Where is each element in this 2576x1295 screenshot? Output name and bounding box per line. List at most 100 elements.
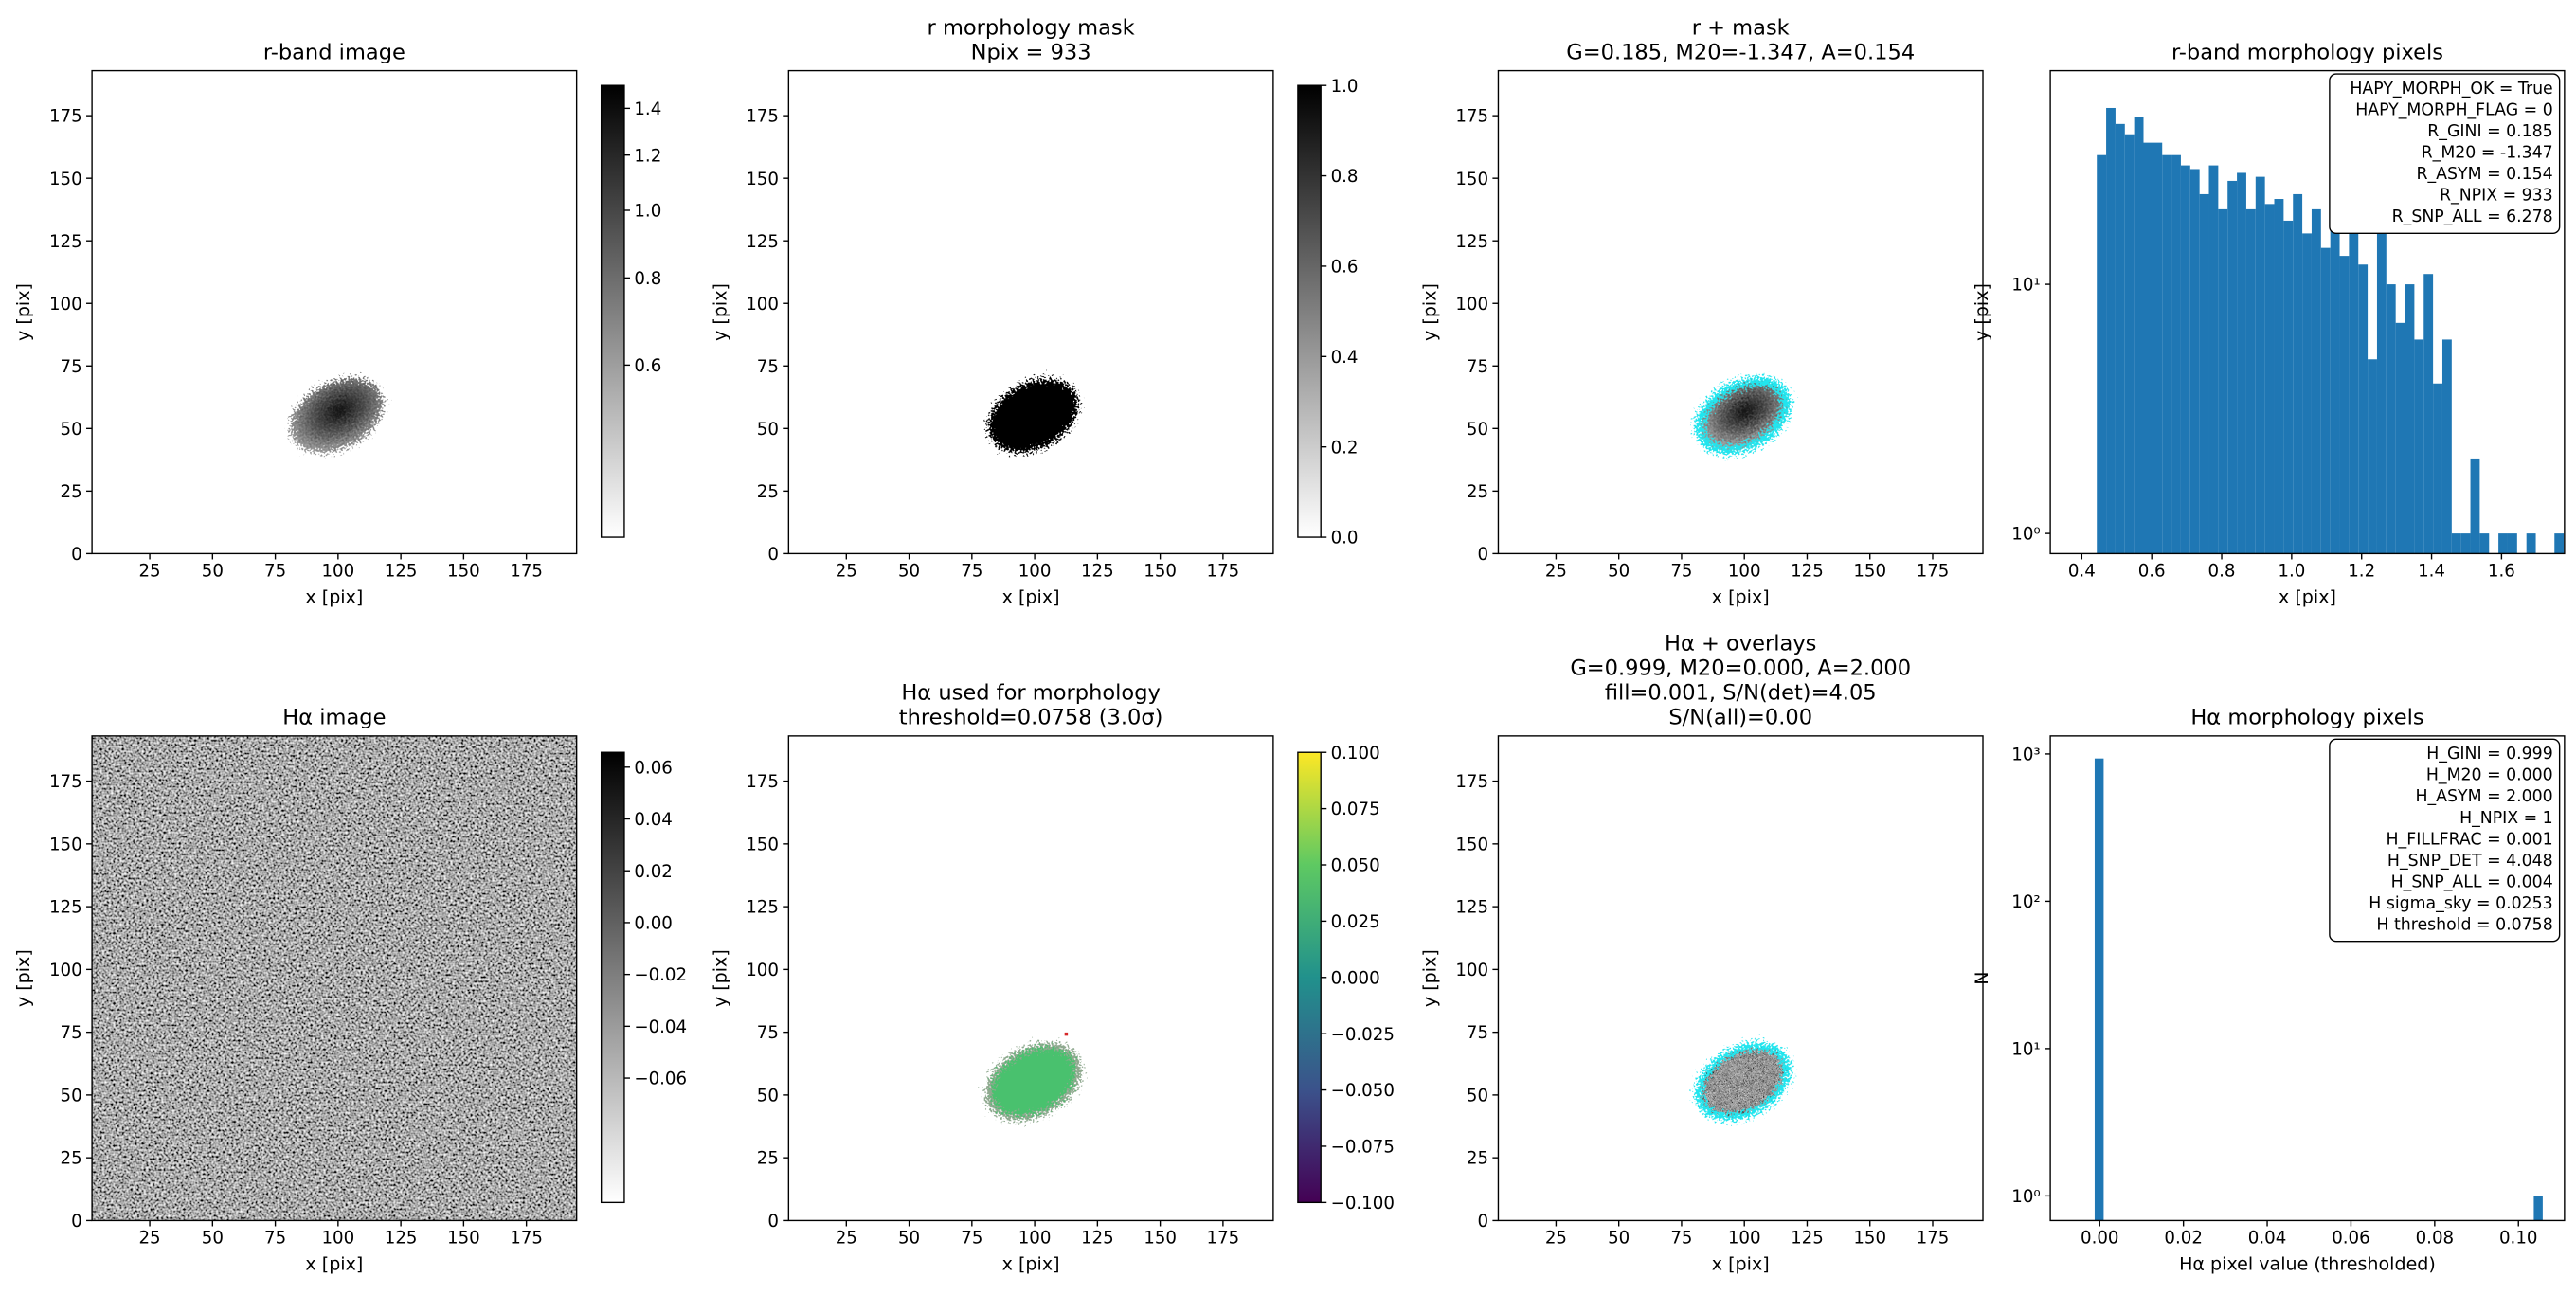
hist-bar (2526, 533, 2536, 554)
colorbar-tick-label: 1.0 (1331, 77, 1359, 97)
stats-line: H_SNP_DET = 4.048 (2387, 852, 2553, 871)
stats-line: R_SNP_ALL = 6.278 (2392, 207, 2553, 226)
hist-bar (2451, 533, 2461, 554)
x-tick-label: 0.6 (2138, 562, 2166, 582)
y-tick-label: 125 (746, 898, 779, 918)
y-tick-label: 175 (746, 107, 779, 127)
hist-bar (2423, 274, 2434, 554)
hist-bar (2283, 220, 2294, 554)
threshold-image (991, 1048, 1075, 1116)
colorbar-tick-label: 0.02 (634, 862, 673, 882)
x-tick-label: 1.6 (2488, 562, 2515, 582)
colorbar-tick-label: 0.025 (1331, 912, 1380, 932)
hist-bar (2533, 1196, 2543, 1221)
y-axis-label: y [pix] (13, 283, 34, 341)
hist-bar (2441, 339, 2452, 554)
x-tick-label: 0.04 (2248, 1229, 2286, 1249)
y-tick-label: 50 (61, 1086, 82, 1106)
x-tick-label: 50 (202, 1229, 224, 1249)
x-tick-label: 125 (1791, 562, 1824, 582)
hist-bar (2320, 247, 2331, 554)
plot-area (290, 378, 384, 453)
y-axis-label: y [pix] (710, 283, 730, 341)
x-tick-label: 0.4 (2068, 562, 2096, 582)
y-tick-label: 150 (746, 835, 779, 854)
colorbar-tick-label: 0.100 (1331, 744, 1380, 764)
y-axis-label: y [pix] (13, 949, 34, 1007)
colorbar-tick-label: 0.6 (634, 356, 661, 376)
x-tick-label: 25 (138, 1229, 160, 1249)
x-tick-label: 50 (898, 1229, 920, 1249)
y-tick-label: 175 (746, 772, 779, 792)
axes-frame (91, 735, 578, 1222)
x-axis-label: x [pix] (305, 586, 363, 607)
colorbar-tick-label: 0.2 (1331, 438, 1359, 458)
colorbar-tick-label: 0.000 (1331, 968, 1380, 988)
y-tick-label: 25 (1467, 1149, 1488, 1169)
hist-bar (2395, 322, 2405, 554)
stats-line: H_FILLFRAC = 0.001 (2387, 830, 2553, 849)
y-tick-label: 175 (1455, 772, 1488, 792)
x-tick-label: 150 (447, 562, 480, 582)
hist-bar (2227, 180, 2238, 554)
y-tick-label: 50 (757, 420, 779, 440)
x-axis-label: x [pix] (1002, 1253, 1060, 1274)
x-tick-label: 125 (385, 562, 418, 582)
stats-box (2329, 738, 2561, 943)
y-tick-label: 50 (1467, 420, 1488, 440)
hist-bar (2208, 165, 2219, 554)
panel-title: Hα image (282, 706, 386, 730)
x-tick-label: 175 (1207, 562, 1240, 582)
y-tick-label: 175 (49, 107, 82, 127)
y-tick-label: 75 (61, 1023, 82, 1043)
stats-line: R_ASYM = 0.154 (2416, 165, 2552, 184)
x-tick-label: 125 (1081, 562, 1114, 582)
y-axis-label: y [pix] (1420, 283, 1441, 341)
y-tick-label: 175 (1455, 107, 1488, 127)
hist-bar (2199, 193, 2209, 554)
y-tick-label: 75 (61, 357, 82, 377)
hist-bar (2479, 533, 2490, 554)
colorbar-tick-label: 0.06 (634, 758, 673, 778)
hist-bar (2414, 339, 2424, 554)
y-tick-label: 125 (746, 232, 779, 252)
x-tick-label: 0.08 (2416, 1229, 2455, 1249)
y-tick-label: 10¹ (2011, 276, 2040, 296)
colorbar-tick-label: 0.075 (1331, 800, 1380, 819)
hist-bar (2097, 154, 2107, 554)
y-tick-label: 100 (746, 961, 779, 980)
x-tick-label: 75 (264, 562, 286, 582)
y-tick-label: 10⁰ (2011, 1187, 2040, 1207)
y-tick-label: 10² (2011, 892, 2040, 912)
hist-bar (2405, 284, 2415, 554)
stats-line: HAPY_MORPH_FLAG = 0 (2355, 100, 2553, 119)
x-tick-label: 0.02 (2164, 1229, 2203, 1249)
axes-frame (787, 735, 1274, 1222)
stats-line: H_NPIX = 1 (2459, 809, 2553, 828)
x-axis-label: x [pix] (1002, 586, 1060, 607)
hist-bar (2115, 123, 2125, 554)
y-tick-label: 150 (746, 170, 779, 189)
y-tick-label: 0 (71, 545, 82, 565)
y-tick-label: 175 (49, 772, 82, 792)
stats-line: H threshold = 0.0758 (2376, 915, 2552, 934)
colorbar-tick-label: −0.02 (634, 965, 687, 985)
colorbar-tick-label: −0.06 (634, 1070, 687, 1089)
y-tick-label: 0 (767, 545, 779, 565)
panel-title: r morphology mask (928, 15, 1135, 40)
hist-bar (2255, 176, 2265, 554)
x-tick-label: 175 (1207, 1229, 1240, 1249)
stats-line: H sigma_sky = 0.0253 (2369, 894, 2552, 913)
y-tick-label: 125 (1455, 232, 1488, 252)
y-tick-label: 10¹ (2011, 1039, 2040, 1059)
hist-bar (2302, 233, 2312, 554)
halpha-image (1702, 1050, 1783, 1114)
hist-bar (2237, 172, 2246, 554)
hist-bar (2153, 142, 2163, 554)
colorbar-tick-label: −0.04 (634, 1017, 687, 1037)
y-tick-label: 50 (757, 1086, 779, 1106)
hist-bar (2368, 359, 2377, 554)
colorbar (1297, 751, 1322, 1204)
x-tick-label: 100 (1018, 1229, 1052, 1249)
x-tick-label: 75 (1670, 562, 1692, 582)
